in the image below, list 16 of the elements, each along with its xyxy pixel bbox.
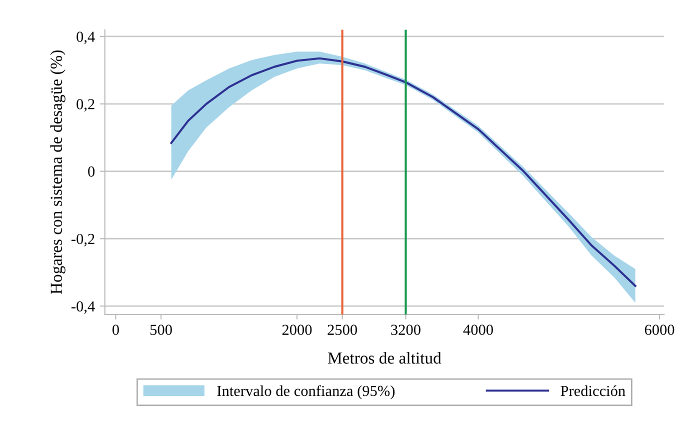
x-axis-title: Metros de altitud — [328, 352, 442, 364]
y-tick-label: 0 — [88, 166, 95, 177]
y-tick-label: -0,2 — [72, 234, 94, 246]
x-tick-label: 0 — [112, 324, 119, 335]
text: Intervalo de confianza (95%) — [217, 385, 395, 400]
x-tick-label: 2500 — [328, 324, 357, 335]
y-tick-label: -0,4 — [72, 301, 95, 314]
x-tick-label: 4000 — [463, 324, 493, 335]
legend-label: Predicción — [560, 385, 626, 396]
x-tick-label: 6000 — [644, 324, 674, 335]
x-tick-label: 500 — [150, 324, 172, 335]
x-tick-label: 2000 — [282, 324, 312, 335]
x-tick-label: 3200 — [391, 324, 420, 335]
y-tick-label: 0,2 — [76, 99, 94, 112]
y-tick-label: 0,4 — [76, 32, 95, 44]
y-axis-title: Hogares con sistema de desagüe (%) — [50, 50, 66, 294]
